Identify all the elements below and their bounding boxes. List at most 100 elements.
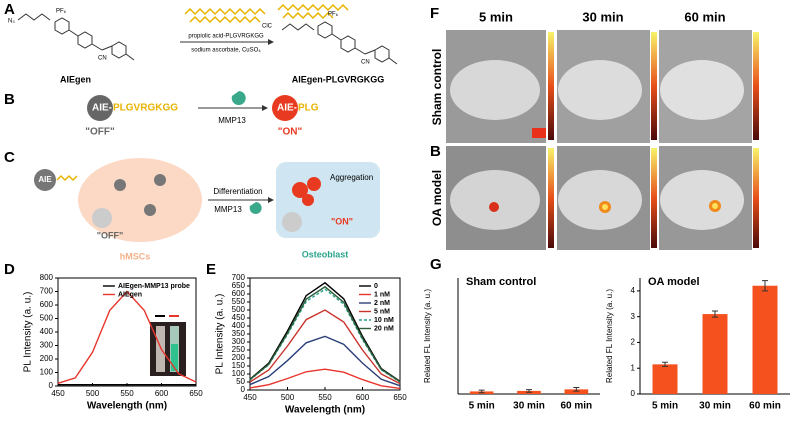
y-tick-label: 4 — [631, 286, 636, 295]
y-axis-label: PL Intensity (a. u.) — [215, 294, 226, 375]
aggregation: Aggregation — [330, 173, 373, 182]
signal — [602, 204, 608, 210]
azide: N₃ — [8, 19, 15, 25]
x-tick-label: 450 — [243, 393, 257, 402]
aie-dot-on — [272, 95, 298, 121]
nitrile: CN — [98, 56, 107, 62]
product-peptide: PLG — [298, 103, 319, 114]
bar — [752, 285, 778, 394]
color-bar — [753, 148, 759, 248]
arrowhead — [262, 105, 268, 111]
color-bar — [651, 148, 657, 248]
mouse-body — [558, 170, 642, 230]
probe — [154, 174, 166, 186]
legend-label: AIEgen — [118, 291, 142, 298]
mouse-body — [450, 170, 540, 230]
x-tick-label: 550 — [120, 389, 134, 398]
nitrile: CN — [361, 60, 370, 66]
mouse-body — [450, 60, 540, 120]
column-title: 30 min — [582, 9, 623, 24]
molecule — [281, 21, 398, 65]
x-axis-label: Wavelength (nm) — [87, 401, 167, 412]
x-tick-label: 60 min — [560, 401, 592, 412]
y-tick-label: 2 — [631, 338, 636, 347]
error-bar — [662, 361, 668, 367]
bar — [564, 389, 589, 394]
signal — [532, 128, 546, 138]
series-line — [249, 335, 401, 387]
aie: AIE — [38, 175, 52, 184]
aie-dot — [87, 95, 113, 121]
legend-label: AIEgen-MMP13 probe — [118, 283, 190, 290]
aggregate — [307, 177, 321, 191]
panel-label: A — [4, 1, 15, 18]
bar — [652, 364, 678, 394]
vial-glow — [171, 344, 178, 371]
y-tick-label: 650 — [232, 281, 246, 290]
overlay-label: B — [430, 143, 441, 160]
y-tick-label: 3 — [631, 312, 636, 321]
mouse-body — [558, 60, 642, 120]
series-line — [249, 285, 401, 383]
probe-core: AIE- — [92, 103, 112, 114]
x-tick-label: 500 — [281, 393, 295, 402]
aggregate — [302, 194, 314, 206]
signal — [489, 202, 499, 212]
reagent: sodium ascorbate, CuSO₄ — [191, 48, 261, 54]
inset-photo — [150, 322, 186, 376]
chart-title: Sham control — [466, 276, 536, 288]
x-tick-label: 5 min — [652, 401, 678, 412]
on-label: "ON" — [278, 127, 303, 138]
x-tick-label: 30 min — [513, 401, 545, 412]
panel-label: B — [4, 91, 15, 108]
x-tick-label: 450 — [51, 389, 65, 398]
mouse-body — [660, 60, 744, 120]
y-tick-label: 0 — [241, 385, 246, 394]
y-tick-label: 0 — [631, 389, 636, 398]
error-bar — [573, 387, 580, 392]
y-tick-label: 250 — [232, 345, 246, 354]
y-tick-label: 200 — [40, 354, 54, 363]
aie-dot — [34, 169, 56, 191]
error-bar — [762, 280, 768, 292]
y-tick-label: 100 — [232, 369, 246, 378]
legend-label: 2 nM — [374, 300, 390, 307]
panel-label: D — [4, 261, 15, 278]
cell-after: Osteoblast — [302, 249, 349, 259]
signal — [712, 203, 718, 209]
legend-label: 20 nM — [374, 325, 394, 332]
x-tick-label: 30 min — [699, 401, 731, 412]
y-tick-label: 700 — [40, 287, 54, 296]
color-bar — [548, 32, 554, 140]
y-tick-label: 350 — [232, 329, 246, 338]
product: AIEgen-PLGVRGKGG — [292, 74, 385, 84]
nucleus — [282, 212, 302, 232]
y-tick-label: 500 — [40, 314, 54, 323]
x-tick-label: 650 — [393, 393, 407, 402]
enzyme-icon — [249, 202, 262, 214]
y-tick-label: 400 — [40, 327, 54, 336]
product-core: AIE- — [277, 103, 297, 114]
enzyme: MMP13 — [214, 205, 242, 214]
y-tick-label: 550 — [232, 297, 246, 306]
legend-label: 10 nM — [374, 317, 394, 324]
y-tick-label: 450 — [232, 313, 246, 322]
y-tick-label: 400 — [232, 321, 246, 330]
off-label: "OFF" — [97, 230, 124, 240]
panel-label: G — [430, 256, 442, 273]
probe-peptide: PLGVRGKGG — [113, 103, 178, 114]
counterion: PF₆ — [56, 9, 67, 15]
y-axis-label: Related FL Intensity (a. u.) — [605, 289, 614, 383]
y-tick-label: 500 — [232, 305, 246, 314]
error-bar — [712, 310, 718, 318]
y-axis-label: PL Intensity (a. u.) — [23, 292, 34, 373]
y-tick-label: 100 — [40, 368, 54, 377]
y-tick-label: 0 — [49, 381, 54, 390]
reagent: propiolic acid-PLGVRGKGG — [188, 34, 264, 40]
y-axis-label: Related FL Intensity (a. u.) — [423, 289, 432, 383]
aggregate — [292, 182, 308, 198]
error-bar — [526, 389, 532, 393]
color-bar — [651, 32, 657, 140]
